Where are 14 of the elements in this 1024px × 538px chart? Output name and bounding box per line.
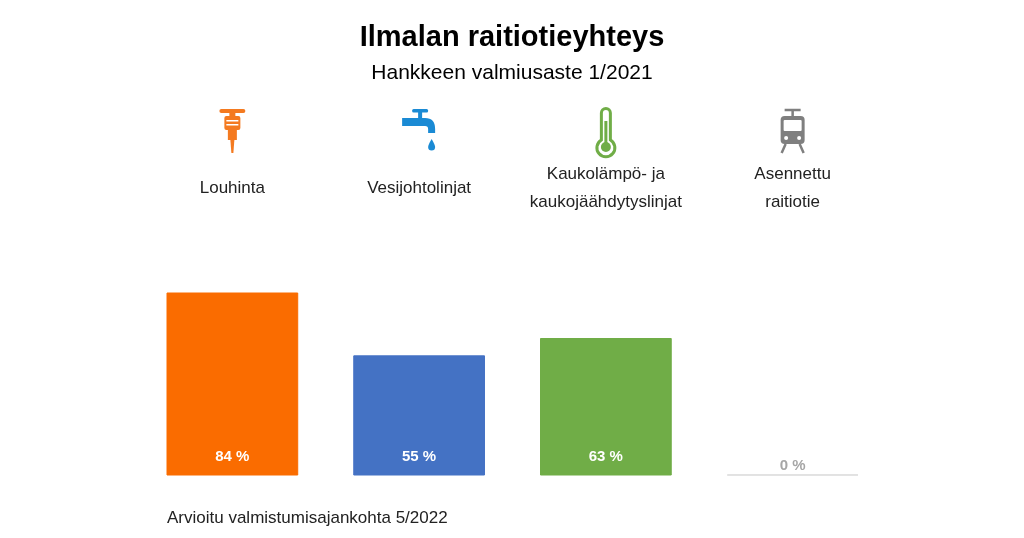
data-label: 55 % xyxy=(402,447,437,464)
data-label: 0 % xyxy=(779,456,806,473)
chart-title: Ilmalan raitiotieyhteys xyxy=(359,20,665,52)
data-label: 63 % xyxy=(588,447,623,464)
chart-subtitle: Hankkeen valmiusaste 1/2021 xyxy=(371,60,653,83)
bar xyxy=(353,355,485,476)
text: Arvioitu valmistumisajankohta 5/2022 xyxy=(167,508,448,527)
x-tick-label: Vesijohtolinjat xyxy=(367,178,472,197)
bar xyxy=(166,292,299,476)
data-label: 84 % xyxy=(215,447,250,464)
x-tick-label: Asennettu raitiotie xyxy=(754,164,831,211)
bar xyxy=(540,338,672,476)
x-tick-label: Louhinta xyxy=(199,178,266,197)
x-tick-label: Kaukolämpö- ja kaukojäähdytyslinjat xyxy=(529,164,683,211)
